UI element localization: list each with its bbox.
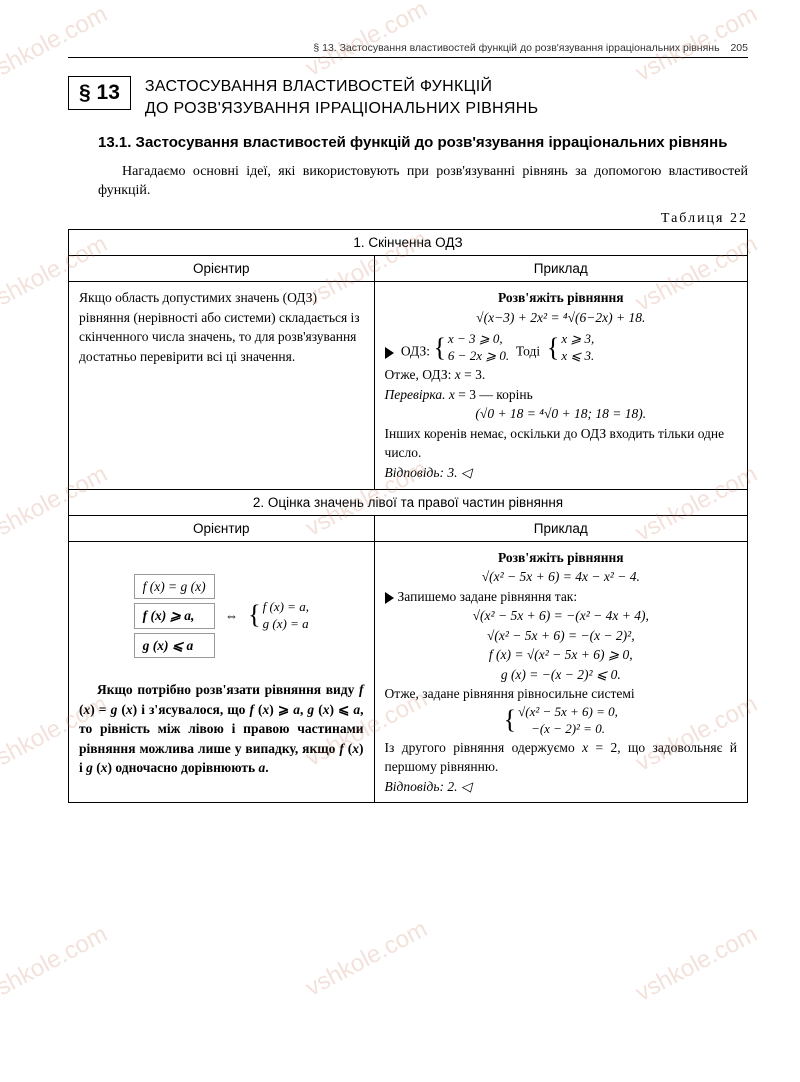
block1-caption: 1. Скінченна ОДЗ [69,230,748,256]
block2-caption: 2. Оцінка значень лівої та правої частин… [69,489,748,515]
b2l-box2: f (x) ⩾ a, [134,603,215,629]
b2l-sysb: g (x) = a [263,616,309,633]
b1r-rest: Інших коренів немає, оскільки до ОДЗ вхо… [385,424,737,463]
b1r-sys2a: x ⩾ 3, [561,331,594,348]
b1r-equation: √(x−3) + 2x² = ⁴√(6−2x) + 18. [385,308,737,328]
watermark: vshkole.com [301,915,432,1002]
b2l-box3: g (x) ⩽ a [134,633,215,659]
block2-head-right: Приклад [374,515,747,541]
block2-right: Розв'яжіть рівняння √(x² − 5x + 6) = 4x … [374,541,747,803]
section-title-line2: ДО РОЗВ'ЯЗУВАННЯ ІРРАЦІОНАЛЬНИХ РІВНЯНЬ [145,98,539,120]
section-title: ЗАСТОСУВАННЯ ВЛАСТИВОСТЕЙ ФУНКЦІЙ ДО РОЗ… [145,76,539,119]
section-badge: § 13 [68,76,131,110]
b1r-sys1a: x − 3 ⩾ 0, [448,331,509,348]
b2r-sysb: −(x − 2)² = 0. [518,721,618,738]
block1-left: Якщо область допустимих значень (ОДЗ) рі… [69,282,375,489]
b1r-sys2b: x ⩽ 3. [561,348,594,365]
watermark: vshkole.com [631,920,762,1007]
b2l-sysa: f (x) = a, [263,599,309,616]
b1r-checkeq: (√0 + 18 = ⁴√0 + 18; 18 = 18). [385,404,737,424]
page: § 13. Застосування властивостей функцій … [0,0,800,833]
b1r-odz-label: ОДЗ: [401,344,430,359]
b2l-para: Якщо потрібно розв'язати рівняння виду f… [79,680,364,778]
subsection-text: Застосування властивостей функцій до роз… [136,134,728,151]
subsection-number: 13.1. [98,134,131,151]
b2r-title: Розв'яжіть рівняння [498,550,624,565]
page-number: 205 [730,42,748,54]
intro-paragraph: Нагадаємо основні ідеї, які використовую… [98,163,748,201]
b1r-todi: Тоді [516,344,540,359]
block1-right: Розв'яжіть рівняння √(x−3) + 2x² = ⁴√(6−… [374,282,747,489]
watermark: vshkole.com [0,920,112,1007]
b1r-check: Перевірка. x = 3 — корінь [385,385,737,405]
b1r-hence: Отже, ОДЗ: x = 3. [385,365,737,385]
b2r-eq: √(x² − 5x + 6) = 4x − x² − 4. [385,567,737,587]
b2r-eq3: √(x² − 5x + 6) = −(x − 2)², [385,626,737,646]
header-rule [68,57,748,58]
subsection-title: 13.1. Застосування властивостей функцій … [98,133,748,153]
b2r-sysa: √(x² − 5x + 6) = 0, [518,704,618,721]
b2r-fline: f (x) = √(x² − 5x + 6) ⩾ 0, [385,645,737,665]
b2r-tail: Із другого рівняння одержуємо x = 2, що … [385,738,737,777]
b1r-sys1b: 6 − 2x ⩾ 0. [448,348,509,365]
block2-left: f (x) = g (x) f (x) ⩾ a, g (x) ⩽ a ⇔ { f… [69,541,375,803]
b2r-gline: g (x) = −(x − 2)² ⩽ 0. [385,665,737,685]
b2r-rewrite: Запишемо задане рівняння так: [398,589,578,604]
block1-head-right: Приклад [374,256,747,282]
block1-head-left: Орієнтир [69,256,375,282]
iff-symbol: ⇔ [225,606,239,626]
b2r-eq2: √(x² − 5x + 6) = −(x² − 4x + 4), [385,606,737,626]
section-title-line1: ЗАСТОСУВАННЯ ВЛАСТИВОСТЕЙ ФУНКЦІЙ [145,76,539,98]
table-label: Таблиця 22 [68,211,748,227]
triangle-icon [385,592,394,604]
b1r-answer: Відповідь: 3. ◁ [385,465,472,480]
b2l-box1: f (x) = g (x) [134,574,215,600]
block2-head-left: Орієнтир [69,515,375,541]
b1r-title: Розв'яжіть рівняння [498,290,624,305]
running-title: § 13. Застосування властивостей функцій … [313,42,719,54]
b2r-hence: Отже, задане рівняння рівносильне систем… [385,684,737,704]
b2r-answer: Відповідь: 2. ◁ [385,779,472,794]
section-header: § 13 ЗАСТОСУВАННЯ ВЛАСТИВОСТЕЙ ФУНКЦІЙ Д… [68,76,748,119]
running-head: § 13. Застосування властивостей функцій … [68,42,748,54]
triangle-icon [385,347,394,359]
main-table: 1. Скінченна ОДЗ Орієнтир Приклад Якщо о… [68,229,748,803]
